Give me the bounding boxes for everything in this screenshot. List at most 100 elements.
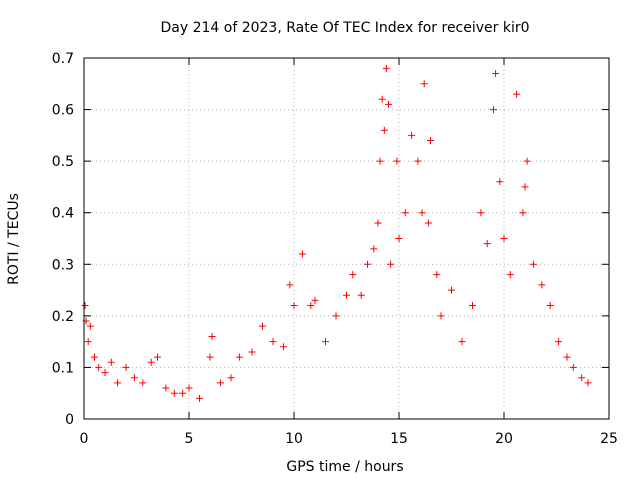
y-tick-label: 0.6 [52,103,74,119]
data-point [401,209,409,217]
data-point [357,291,365,299]
data-point [555,338,563,346]
data-point [538,281,546,289]
data-point [343,291,350,299]
data-point [523,157,531,165]
data-point [483,240,491,248]
data-point [217,379,224,387]
data-point [101,369,109,377]
data-point [179,389,187,397]
data-point [427,137,434,145]
data-point [374,219,382,227]
data-point [490,106,497,114]
data-point [521,183,529,191]
data-point [107,358,115,366]
data-point [139,379,147,387]
data-point [322,338,329,346]
chart-title: Day 214 of 2023, Rate Of TEC Index for r… [160,20,529,36]
data-point [506,271,514,279]
y-tick-label: 0.5 [52,154,74,170]
data-point [364,260,371,268]
data-point [414,157,422,165]
data-point [380,126,388,134]
y-tick-label: 0.1 [52,360,74,376]
data-point [235,353,243,361]
x-tick-label: 5 [185,431,194,447]
x-tick-label: 20 [495,431,513,447]
data-point [418,209,426,217]
data-point [477,209,485,217]
y-tick-label: 0 [65,412,74,428]
data-point [578,374,586,382]
data-point [185,384,193,392]
x-tick-label: 15 [390,431,408,447]
data-point [280,343,287,351]
y-tick-label: 0.3 [52,257,74,273]
x-axis-label: GPS time / hours [286,459,403,475]
y-axis-label: ROTI / TECUs [6,193,22,285]
data-point [529,260,537,268]
data-point [259,322,266,330]
data-point [298,250,306,258]
data-point [349,271,357,279]
plot-frame [83,57,610,420]
data-point [269,338,277,346]
data-point [162,384,170,392]
data-point [307,302,315,310]
data-point [492,69,500,77]
data-point [290,302,298,310]
data-point [248,348,256,356]
data-point [206,353,214,361]
data-point [86,322,94,330]
data-point [154,353,161,361]
data-point [311,296,319,304]
data-point [196,394,203,402]
data-point [408,131,416,139]
data-point [382,64,390,72]
data-point [393,157,401,165]
data-point [286,281,294,289]
data-point [208,332,216,340]
data-point [437,312,445,320]
data-point [569,363,577,371]
data-points [81,64,592,402]
data-point [496,178,504,186]
x-tick-label: 10 [285,431,303,447]
data-point [170,389,178,397]
data-point [513,90,521,98]
data-point [584,379,592,387]
data-point [395,235,403,242]
data-point [546,302,554,310]
data-point [424,219,432,227]
y-tick-label: 0.4 [52,206,74,222]
data-point [433,271,441,279]
data-point [385,100,392,108]
data-point [84,338,92,346]
data-point [227,374,235,382]
data-point [448,286,455,294]
data-point [519,209,527,217]
data-point [332,312,340,320]
data-point [378,95,386,103]
y-tick-label: 0.7 [52,51,74,67]
data-point [91,353,98,361]
data-point [114,379,122,387]
data-point [147,358,155,366]
x-tick-label: 0 [80,431,89,447]
data-point [95,363,103,371]
data-point [130,374,138,382]
data-point [387,260,395,268]
data-point [81,302,89,310]
data-point [370,245,378,253]
axis-ticks: 0 5 10 15 20 25 0 0.1 0.2 0.3 0.4 0.5 0.6 0.7 [52,51,618,447]
data-point [500,235,508,242]
data-point [469,302,476,310]
data-point [458,338,466,346]
grid-lines [84,58,609,419]
data-point [122,363,130,371]
data-point [420,80,428,88]
y-tick-label: 0.2 [52,309,74,325]
data-point [563,353,571,361]
x-tick-label: 25 [600,431,618,447]
